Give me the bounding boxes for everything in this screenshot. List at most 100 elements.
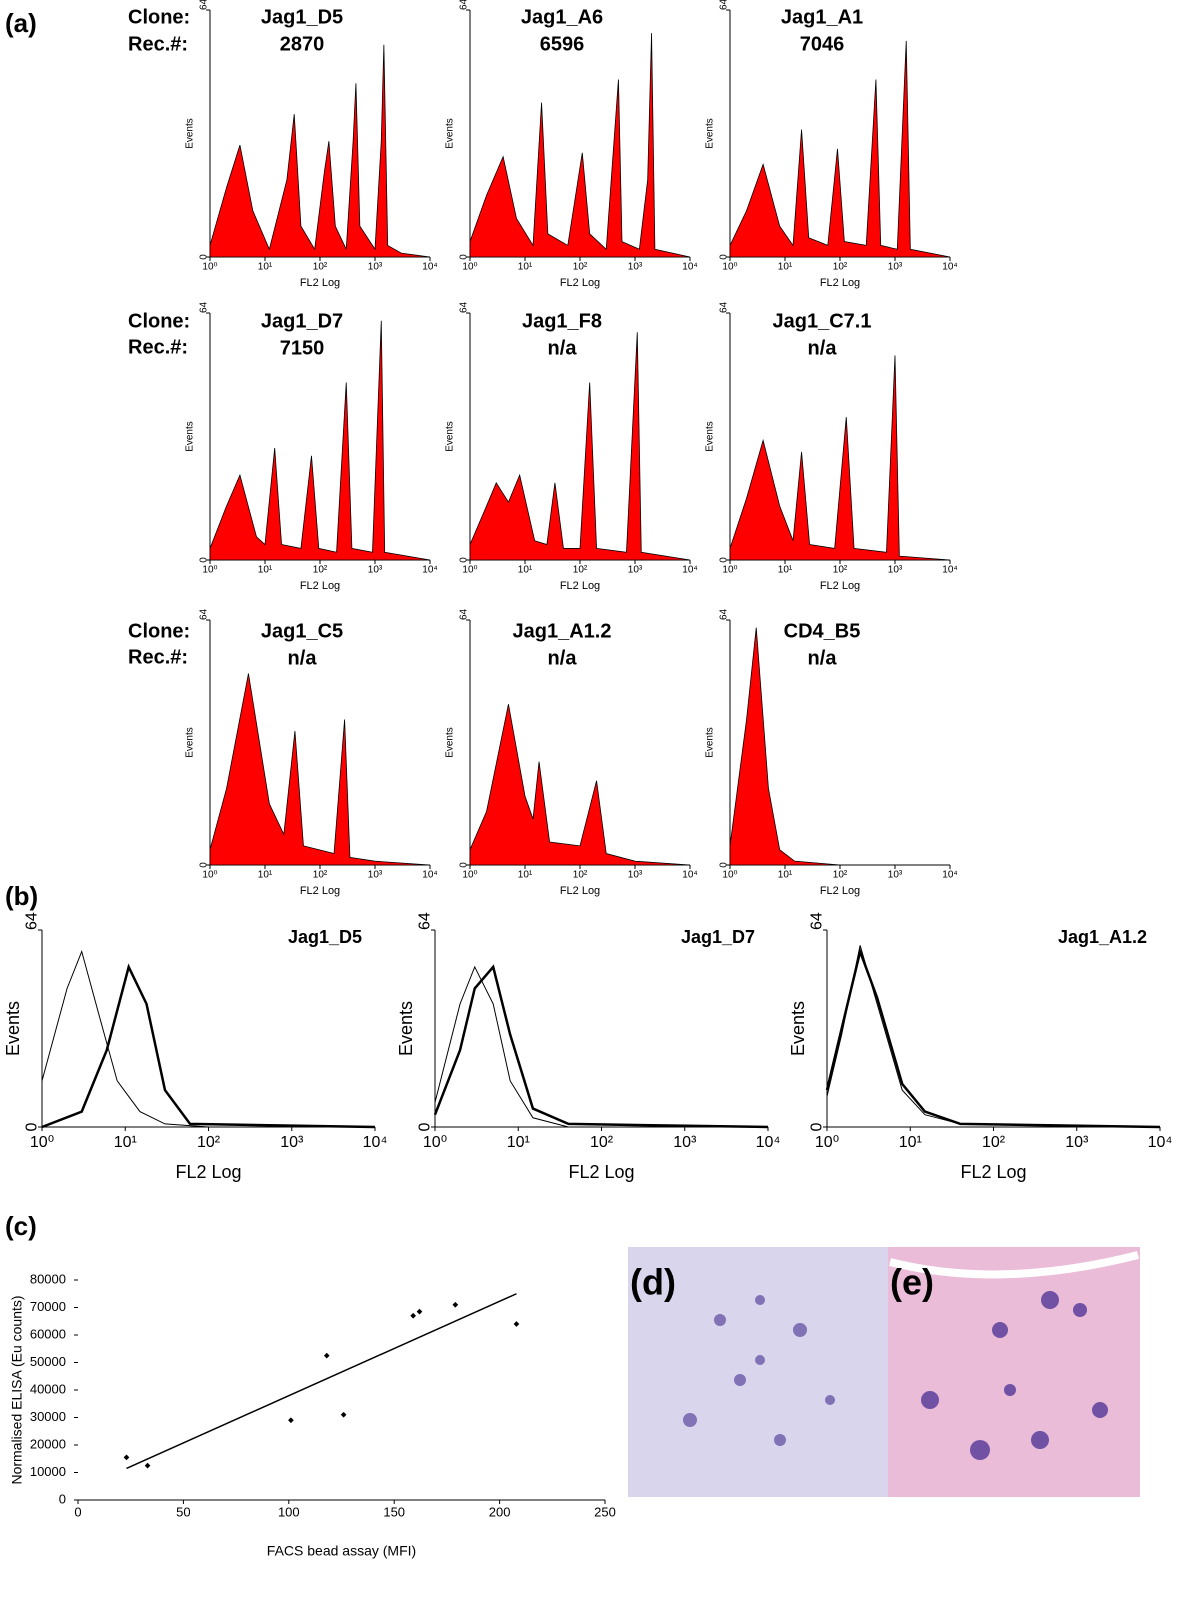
point [410,1312,417,1319]
x-tick-label: 10⁰ [722,565,737,576]
point [323,1352,330,1359]
histogram-line [825,947,1161,1129]
x-tick-label: 10³ [368,565,383,576]
x-tick-label: 10² [590,1134,614,1151]
panel-subtitle: n/a [548,337,578,359]
x-tick-label: 10¹ [258,262,273,273]
panel-subtitle: 7150 [280,337,325,359]
trendline [126,1293,517,1470]
row-label: Rec.#: [128,336,188,358]
x-tick-label: 10¹ [899,1134,922,1151]
x-tick-label: 10³ [888,870,903,881]
y-axis-label: Events [3,1001,23,1056]
y-tick-label: 10000 [30,1464,66,1479]
y-axis-label: Events [185,118,196,149]
x-tick-label: 10³ [628,870,643,881]
x-tick-label: 10⁰ [815,1134,839,1151]
row-label: Clone: [128,6,190,28]
y-tick-label: 0 [719,557,730,563]
panel-title: Jag1_D5 [261,6,343,28]
y-axis-label: Events [705,727,716,758]
x-tick-label: 10⁰ [462,870,477,881]
x-tick-label: 10⁰ [202,870,217,881]
y-tick-label: 64 [24,912,41,930]
x-tick-label: 10⁰ [423,1134,447,1151]
x-tick-label: 10⁴ [942,870,957,881]
y-axis-label: Events [788,1001,808,1056]
row-label: Clone: [128,310,190,332]
x-tick-label: 10² [573,565,588,576]
y-tick-label: 40000 [30,1381,66,1396]
x-tick-label: 100 [278,1504,300,1519]
y-tick-label: 0 [24,1122,41,1131]
histogram-line [433,964,769,1129]
panel-title: Jag1_C7.1 [773,310,872,332]
y-axis-label: Events [705,118,716,149]
panel-subtitle: n/a [548,647,578,669]
point [340,1411,347,1418]
y-axis-label: Normalised ELISA (Eu counts) [9,1295,25,1484]
x-tick-label: 10¹ [778,565,793,576]
micrograph-e [888,1247,1140,1497]
y-axis-label: Events [185,727,196,758]
panel-label: (c) [5,1211,37,1241]
y-tick-label: 0 [459,254,470,260]
x-tick-label: 10⁴ [682,870,697,881]
x-tick-label: 10⁰ [202,262,217,273]
y-tick-label: 64 [199,301,210,313]
panel-subtitle: 6596 [540,33,585,55]
x-axis-label: FL2 Log [300,277,340,289]
panel-title: Jag1_F8 [522,310,602,332]
y-tick-label: 0 [417,1122,434,1131]
y-tick-label: 64 [417,912,434,930]
y-tick-label: 64 [719,301,730,313]
y-axis-label: Events [185,421,196,452]
cells-d [683,1295,835,1446]
x-axis-label: FL2 Log [300,885,340,897]
x-tick-label: 10⁴ [422,565,437,576]
y-axis-label: Events [396,1001,416,1056]
y-tick-label: 64 [199,0,210,10]
panel-title: CD4_B5 [784,620,861,642]
x-tick-label: 10¹ [778,870,793,881]
x-axis-label: FL2 Log [568,1162,634,1182]
panel-label: (b) [5,881,38,911]
y-tick-label: 64 [199,608,210,620]
x-tick-label: 10² [313,565,328,576]
y-axis-label: Events [705,421,716,452]
y-tick-label: 80000 [30,1271,66,1286]
panel-subtitle: n/a [288,647,318,669]
x-tick-label: 10³ [673,1134,697,1151]
y-axis-label: Events [445,727,456,758]
row-label: Rec.#: [128,646,188,668]
x-tick-label: 10² [573,870,588,881]
x-tick-label: 10¹ [507,1134,530,1151]
x-axis-label: FL2 Log [820,277,860,289]
y-tick-label: 0 [719,254,730,260]
y-tick-label: 64 [719,0,730,10]
x-tick-label: 10² [833,262,848,273]
row-label: Rec.#: [128,33,188,55]
x-axis-label: FL2 Log [560,580,600,592]
histogram [729,40,951,258]
x-tick-label: 10¹ [778,262,793,273]
x-tick-label: 10¹ [518,262,533,273]
y-tick-label: 0 [459,557,470,563]
panel-title: Jag1_D7 [681,927,755,947]
x-tick-label: 10³ [368,870,383,881]
panel-label: (d) [630,1262,676,1303]
histogram [469,704,691,866]
x-tick-label: 150 [383,1504,405,1519]
point [452,1301,459,1308]
y-tick-label: 0 [199,254,210,260]
y-axis-label: Events [445,118,456,149]
x-axis-label: FL2 Log [820,580,860,592]
x-tick-label: 250 [594,1504,616,1519]
x-axis-label: FACS bead assay (MFI) [267,1543,416,1559]
panel-title: Jag1_A1.2 [513,620,612,642]
x-tick-label: 10⁴ [682,565,697,576]
panel-title: Jag1_C5 [261,620,343,642]
panel-subtitle: n/a [808,647,838,669]
x-tick-label: 10⁰ [30,1134,54,1151]
x-tick-label: 10⁴ [422,262,437,273]
